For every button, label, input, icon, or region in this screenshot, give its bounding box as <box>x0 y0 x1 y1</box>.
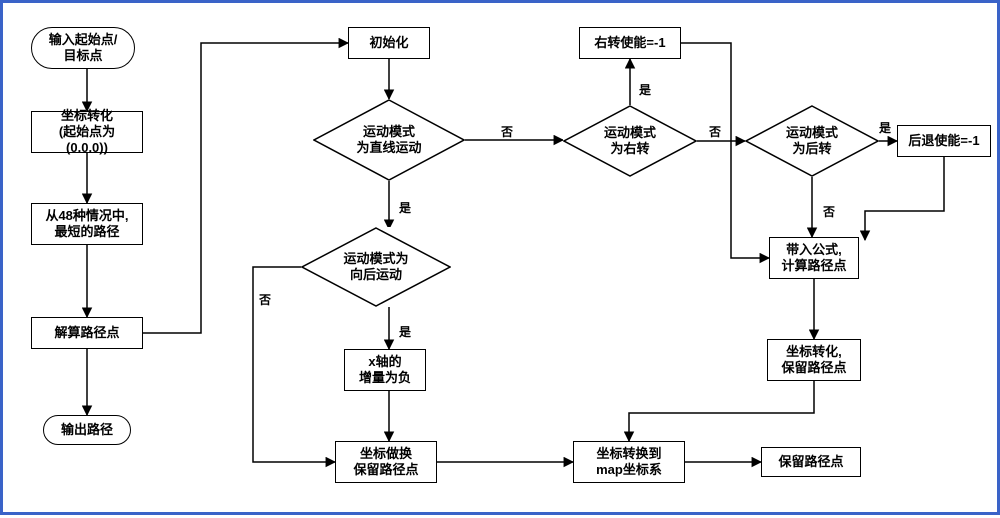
node-n2: 从48种情况中,最短的路径 <box>31 203 143 245</box>
node-d4-label: 运动模式为后转 <box>778 125 846 158</box>
node-keep2-label: 坐标转化,保留路径点 <box>781 344 846 377</box>
node-n3: 解算路径点 <box>31 317 143 349</box>
node-d3-label: 运动模式为右转 <box>596 125 664 158</box>
edge-label-d1-d3: 否 <box>501 123 513 140</box>
node-xneg: x轴的增量为负 <box>344 349 426 391</box>
node-right-label: 右转使能=-1 <box>594 35 665 51</box>
edge-label-d2-xneg: 是 <box>399 323 411 340</box>
node-keep1-label: 坐标做换保留路径点 <box>353 446 418 479</box>
node-right: 右转使能=-1 <box>579 27 681 59</box>
node-keep3: 保留路径点 <box>761 447 861 477</box>
node-d2-label: 运动模式为向后运动 <box>335 251 416 284</box>
node-calc-label: 带入公式,计算路径点 <box>781 242 846 275</box>
node-n3-label: 解算路径点 <box>54 325 119 341</box>
node-keep1: 坐标做换保留路径点 <box>335 441 437 483</box>
node-n1-label: 坐标转化(起始点为(0.0.0)) <box>40 108 134 157</box>
edge-label-d4-back: 是 <box>879 119 891 136</box>
node-map-label: 坐标转换到map坐标系 <box>596 446 662 479</box>
node-xneg-label: x轴的增量为负 <box>359 354 411 387</box>
node-back-label: 后退使能=-1 <box>908 133 979 149</box>
node-d1: 运动模式为直线运动 <box>313 99 465 181</box>
edge-label-d2-keep1: 否 <box>259 291 271 308</box>
node-map: 坐标转换到map坐标系 <box>573 441 685 483</box>
node-back: 后退使能=-1 <box>897 125 991 157</box>
node-keep2: 坐标转化,保留路径点 <box>767 339 861 381</box>
node-d3: 运动模式为右转 <box>563 105 697 177</box>
node-end: 输出路径 <box>43 415 131 445</box>
node-n2-label: 从48种情况中,最短的路径 <box>45 208 128 241</box>
node-start-label: 输入起始点/目标点 <box>49 32 118 65</box>
edge-label-d3-right: 是 <box>639 81 651 98</box>
node-init-label: 初始化 <box>369 35 408 51</box>
edge-keep2-map <box>629 381 814 441</box>
node-d2: 运动模式为向后运动 <box>301 227 451 307</box>
node-n1: 坐标转化(起始点为(0.0.0)) <box>31 111 143 153</box>
node-d1-label: 运动模式为直线运动 <box>348 124 429 157</box>
node-calc: 带入公式,计算路径点 <box>769 237 859 279</box>
edge-label-d3-d4: 否 <box>709 123 721 140</box>
node-start: 输入起始点/目标点 <box>31 27 135 69</box>
edge-label-d4-calc: 否 <box>823 203 835 220</box>
node-keep3-label: 保留路径点 <box>778 454 843 470</box>
node-d4: 运动模式为后转 <box>745 105 879 177</box>
edge-label-d1-d2: 是 <box>399 199 411 216</box>
node-init: 初始化 <box>348 27 430 59</box>
node-end-label: 输出路径 <box>61 422 113 438</box>
